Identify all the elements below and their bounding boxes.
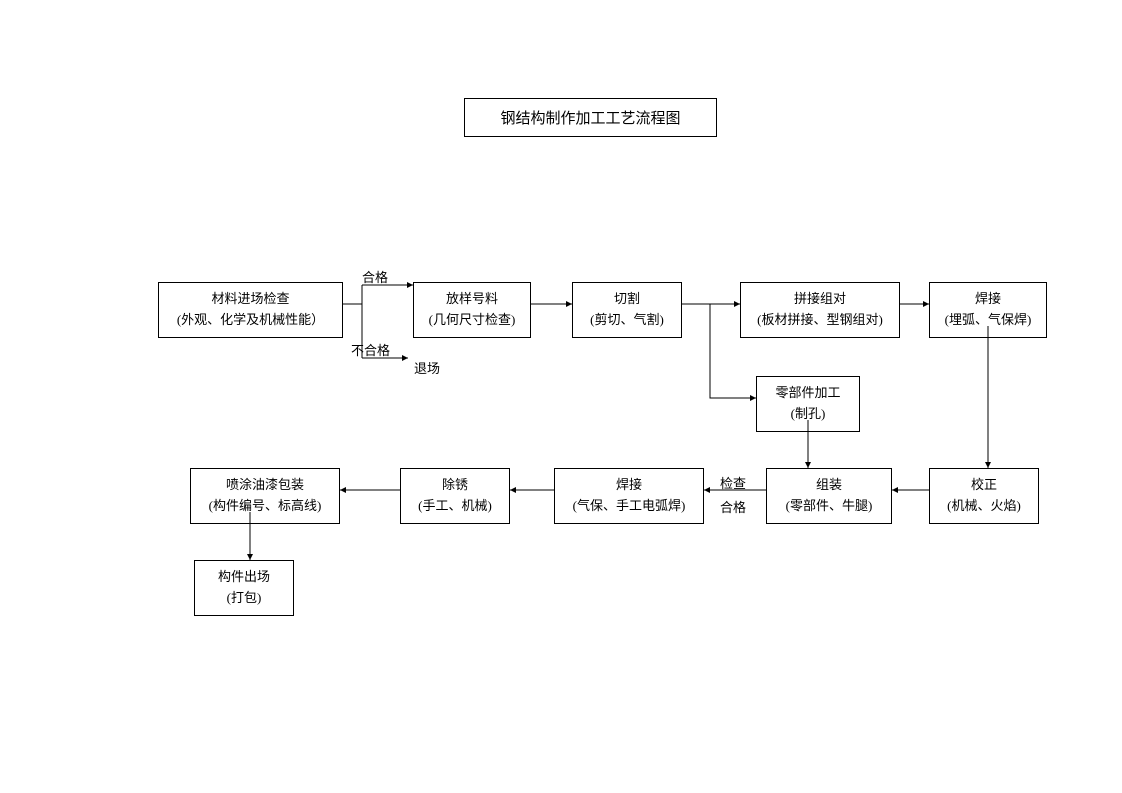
label-fail: 不合格 [351, 340, 390, 359]
node-line2: (制孔) [767, 404, 849, 425]
node-line1: 零部件加工 [767, 383, 849, 404]
node-line1: 材料进场检查 [169, 289, 332, 310]
node-parts-processing: 零部件加工 (制孔) [756, 376, 860, 432]
node-assembly: 组装 (零部件、牛腿) [766, 468, 892, 524]
node-line2: (气保、手工电弧焊) [565, 496, 693, 517]
node-line2: (板材拼接、型钢组对) [751, 310, 889, 331]
node-rust-removal: 除锈 (手工、机械) [400, 468, 510, 524]
node-correction: 校正 (机械、火焰) [929, 468, 1039, 524]
node-line2: (外观、化学及机械性能） [169, 310, 332, 331]
label-ok: 合格 [720, 497, 746, 516]
node-line2: (打包) [205, 588, 283, 609]
node-material-inspection: 材料进场检查 (外观、化学及机械性能） [158, 282, 343, 338]
node-line1: 焊接 [940, 289, 1036, 310]
node-line2: (手工、机械) [411, 496, 499, 517]
node-line2: (埋弧、气保焊) [940, 310, 1036, 331]
node-welding-1: 焊接 (埋弧、气保焊) [929, 282, 1047, 338]
node-line1: 喷涂油漆包装 [201, 475, 329, 496]
node-painting-packaging: 喷涂油漆包装 (构件编号、标高线) [190, 468, 340, 524]
flowchart-title: 钢结构制作加工工艺流程图 [464, 98, 717, 137]
node-line2: (几何尺寸检查) [424, 310, 520, 331]
node-welding-2: 焊接 (气保、手工电弧焊) [554, 468, 704, 524]
node-component-out: 构件出场 (打包) [194, 560, 294, 616]
node-line1: 焊接 [565, 475, 693, 496]
node-line1: 放样号料 [424, 289, 520, 310]
label-pass: 合格 [362, 267, 388, 286]
node-line2: (剪切、气割) [583, 310, 671, 331]
label-exit: 退场 [414, 358, 440, 377]
node-line1: 校正 [940, 475, 1028, 496]
label-inspect: 检查 [720, 473, 746, 492]
node-splicing: 拼接组对 (板材拼接、型钢组对) [740, 282, 900, 338]
node-line1: 拼接组对 [751, 289, 889, 310]
node-line1: 组装 [777, 475, 881, 496]
node-line2: (构件编号、标高线) [201, 496, 329, 517]
node-layout-marking: 放样号料 (几何尺寸检查) [413, 282, 531, 338]
node-line2: (机械、火焰) [940, 496, 1028, 517]
node-line1: 构件出场 [205, 567, 283, 588]
node-cutting: 切割 (剪切、气割) [572, 282, 682, 338]
node-line1: 除锈 [411, 475, 499, 496]
node-line1: 切割 [583, 289, 671, 310]
node-line2: (零部件、牛腿) [777, 496, 881, 517]
